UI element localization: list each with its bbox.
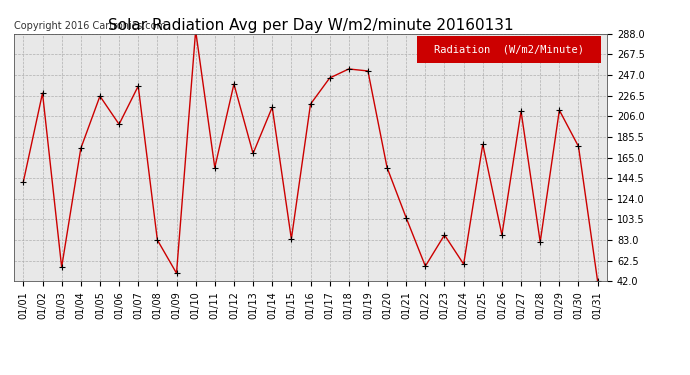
Text: Copyright 2016 Cartronics.com: Copyright 2016 Cartronics.com <box>14 21 166 31</box>
Title: Solar Radiation Avg per Day W/m2/minute 20160131: Solar Radiation Avg per Day W/m2/minute … <box>108 18 513 33</box>
